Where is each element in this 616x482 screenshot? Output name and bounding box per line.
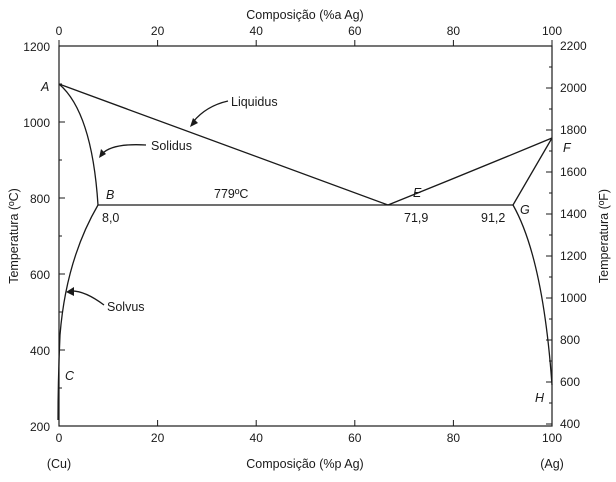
solidus-line-right — [512, 137, 553, 206]
left-tick-label: 1200 — [23, 40, 50, 54]
eutectic-temperature-label: 779ºC — [214, 187, 248, 201]
bottom-tick-label: 20 — [151, 431, 165, 445]
bottom-right-end-label: (Ag) — [540, 457, 564, 471]
bottom-tick-label: 40 — [250, 431, 264, 445]
liquidus-arrowhead — [190, 118, 198, 127]
point-label-f: F — [563, 141, 572, 155]
bottom-left-end-label: (Cu) — [47, 457, 71, 471]
top-tick-label: 0 — [56, 24, 63, 38]
composition-g-label: 91,2 — [481, 211, 505, 225]
point-label-a: A — [40, 80, 49, 94]
right-tick-label: 600 — [560, 375, 580, 389]
liquidus-label: Liquidus — [231, 95, 278, 109]
right-tick-label: 1800 — [560, 123, 587, 137]
solvus-arrow — [69, 290, 105, 306]
top-tick-label: 100 — [542, 24, 562, 38]
right-tick-label: 1200 — [560, 249, 587, 263]
diagram-annotations: Liquidus Solidus Solvus 779ºC 8,0 71,9 9… — [102, 95, 505, 314]
right-tick-label: 2000 — [560, 81, 587, 95]
liquidus-line-left — [58, 83, 389, 206]
solidus-arrowhead — [99, 149, 106, 158]
solidus-line-left — [58, 83, 99, 206]
point-label-b: B — [106, 188, 114, 202]
bottom-tick-label: 80 — [447, 431, 461, 445]
left-tick-label: 400 — [30, 344, 50, 358]
bottom-axis: 0 20 40 60 80 100 (Cu) Composição (%p Ag… — [47, 420, 564, 471]
left-tick-label: 1000 — [23, 116, 50, 130]
right-tick-label: 1000 — [560, 291, 587, 305]
left-tick-label: 600 — [30, 268, 50, 282]
right-tick-label: 800 — [560, 333, 580, 347]
left-axis: 1200 1000 800 600 400 200 Temperatura (º… — [7, 40, 65, 434]
phase-boundaries — [57, 83, 553, 421]
top-tick-label: 60 — [348, 24, 362, 38]
bottom-axis-title: Composição (%p Ag) — [246, 457, 363, 471]
point-label-c: C — [65, 369, 75, 383]
left-tick-label: 200 — [30, 420, 50, 434]
point-label-h: H — [535, 391, 545, 405]
solidus-label: Solidus — [151, 139, 192, 153]
composition-b-label: 8,0 — [102, 211, 119, 225]
top-axis: 0 20 40 60 80 100 — [56, 24, 562, 46]
solvus-line-left — [57, 204, 99, 421]
left-tick-label: 800 — [30, 192, 50, 206]
plot-frame — [58, 45, 553, 427]
top-tick-label: 40 — [250, 24, 264, 38]
liquidus-arrow — [192, 100, 229, 123]
right-tick-label: 2200 — [560, 39, 587, 53]
bottom-tick-label: 100 — [542, 431, 562, 445]
point-labels: A B C E F G H — [40, 80, 572, 405]
composition-e-label: 71,9 — [404, 211, 428, 225]
right-axis-title: Temperatura (ºF) — [597, 189, 611, 283]
right-tick-label: 400 — [560, 417, 580, 431]
solidus-arrow — [101, 144, 147, 155]
bottom-tick-label: 0 — [56, 431, 63, 445]
solvus-arrowhead — [66, 287, 74, 296]
right-axis: 2200 2000 1800 1600 1400 1200 1000 800 6… — [546, 39, 611, 431]
top-tick-label: 20 — [151, 24, 165, 38]
right-tick-label: 1400 — [560, 207, 587, 221]
solvus-label: Solvus — [107, 300, 145, 314]
top-axis-title: Composição (%a Ag) — [246, 8, 363, 22]
right-tick-label: 1600 — [560, 165, 587, 179]
solvus-line-right — [512, 204, 553, 386]
point-label-e: E — [413, 186, 422, 200]
annotation-arrows — [66, 100, 229, 306]
point-label-g: G — [520, 203, 530, 217]
left-axis-title: Temperatura (ºC) — [7, 188, 21, 284]
bottom-tick-label: 60 — [348, 431, 362, 445]
top-tick-label: 80 — [447, 24, 461, 38]
liquidus-line-right — [387, 137, 553, 206]
